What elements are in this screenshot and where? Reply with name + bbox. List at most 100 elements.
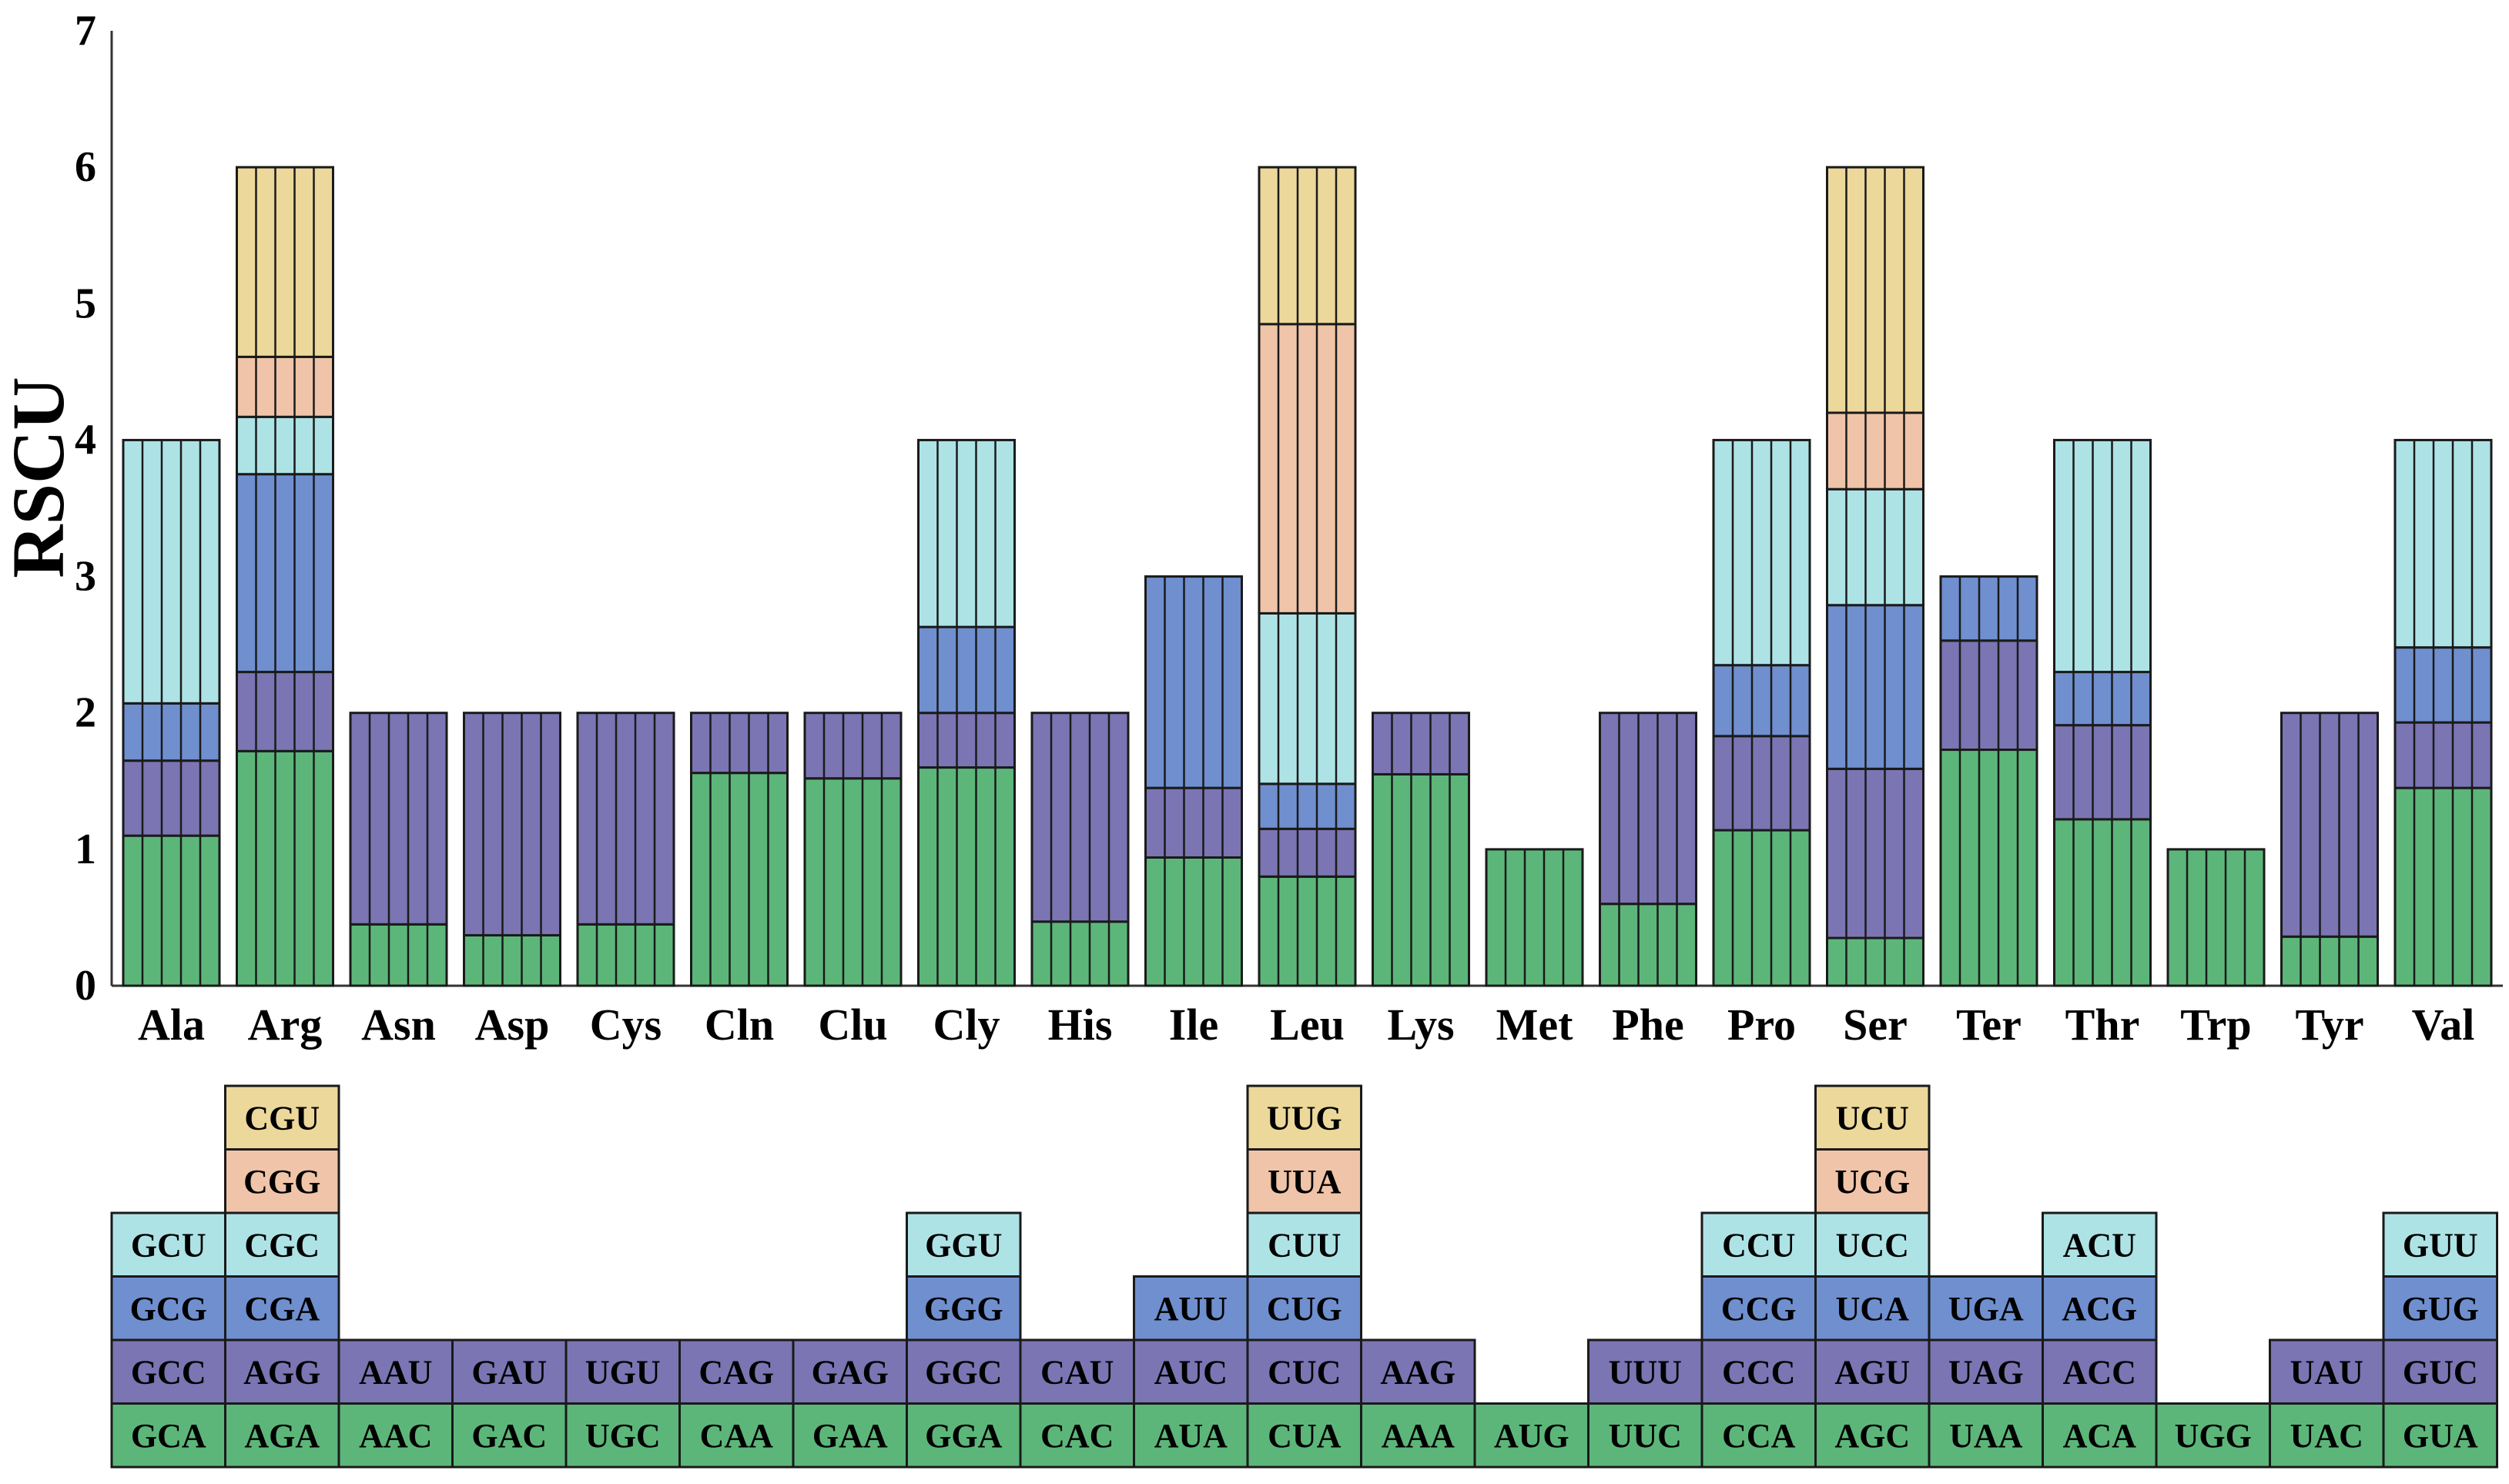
x-tick-label-his: His bbox=[1048, 1000, 1113, 1050]
codon-cell-box bbox=[1246, 1275, 1362, 1342]
codon-cell-label: ACC bbox=[2063, 1353, 2136, 1391]
codon-cell-label: CGU bbox=[244, 1099, 320, 1137]
bar-segment-cac bbox=[1030, 920, 1130, 987]
codon-cell-ugc: UGC bbox=[564, 1402, 681, 1469]
codon-cell-box bbox=[2155, 1402, 2271, 1469]
bar-segment-aau bbox=[349, 712, 448, 926]
codon-cell-label: GUG bbox=[2402, 1290, 2479, 1328]
bar-segment-gac bbox=[463, 933, 561, 987]
codon-cell-box bbox=[1019, 1402, 1135, 1469]
x-tick-label-clu: Clu bbox=[818, 1000, 887, 1050]
codon-cell-box bbox=[2382, 1211, 2498, 1278]
codon-cell-label: AAG bbox=[1380, 1353, 1455, 1391]
bar-cln bbox=[690, 712, 789, 987]
codon-cell-cug: CUG bbox=[1246, 1275, 1362, 1342]
codon-cell-gua: GUA bbox=[2382, 1402, 2498, 1469]
bar-ter bbox=[1939, 575, 2038, 987]
bar-segment-cgg bbox=[236, 355, 334, 418]
codon-cell-label: AUG bbox=[1494, 1417, 1569, 1455]
x-tick-label-met: Met bbox=[1496, 1000, 1573, 1050]
bar-segment-guc bbox=[2393, 721, 2493, 789]
codon-cell-label: UUG bbox=[1267, 1099, 1342, 1137]
codon-cell-gug: GUG bbox=[2382, 1275, 2498, 1342]
codon-cell-label: UGG bbox=[2175, 1417, 2252, 1455]
codon-cell-uga: UGA bbox=[1928, 1275, 2044, 1342]
codon-cell-box bbox=[1473, 1402, 1589, 1469]
codon-cell-label: CAG bbox=[698, 1353, 774, 1391]
codon-cell-box bbox=[224, 1084, 340, 1151]
codon-cell-box bbox=[1246, 1338, 1362, 1405]
bar-segment-cag bbox=[690, 712, 789, 775]
codon-cell-agu: AGU bbox=[1814, 1338, 1931, 1405]
codon-cell-gca: GCA bbox=[110, 1402, 226, 1469]
codon-cell-uca: UCA bbox=[1814, 1275, 1931, 1342]
codon-cell-aaa: AAA bbox=[1360, 1402, 1476, 1469]
y-tick-label: 7 bbox=[75, 7, 96, 55]
codon-cell-label: CUU bbox=[1268, 1226, 1341, 1264]
codon-cell-uac: UAC bbox=[2269, 1402, 2385, 1469]
codon-cell-ucg: UCG bbox=[1814, 1148, 1931, 1214]
codon-cell-label: UAA bbox=[1949, 1417, 2023, 1455]
codon-cell-box bbox=[2269, 1338, 2385, 1405]
codon-cell-gaa: GAA bbox=[792, 1402, 908, 1469]
codon-cell-caa: CAA bbox=[678, 1402, 795, 1469]
bar-segment-ccc bbox=[1712, 735, 1811, 832]
bar-segment-agc bbox=[1826, 936, 1924, 987]
codon-cell-label: ACG bbox=[2062, 1290, 2137, 1328]
codon-cell-acu: ACU bbox=[2042, 1211, 2158, 1278]
codon-cell-box bbox=[1814, 1211, 1931, 1278]
bar-cys bbox=[576, 712, 675, 987]
bar-cly bbox=[917, 438, 1016, 987]
codon-cell-label: GGA bbox=[925, 1417, 1002, 1455]
codon-cell-ccu: CCU bbox=[1700, 1211, 1817, 1278]
codon-cell-label: AGC bbox=[1834, 1417, 1910, 1455]
codon-cell-box bbox=[110, 1338, 226, 1405]
codon-cell-ucc: UCC bbox=[1814, 1211, 1931, 1278]
x-tick-label-ala: Ala bbox=[138, 1000, 205, 1050]
bar-segment-aag bbox=[1372, 712, 1470, 775]
codon-cell-ugg: UGG bbox=[2155, 1402, 2271, 1469]
codon-cell-box bbox=[2042, 1338, 2158, 1405]
bar-clu bbox=[803, 712, 903, 987]
bar-segment-uaa bbox=[1939, 749, 2038, 987]
codon-cell-gga: GGA bbox=[906, 1402, 1022, 1469]
x-tick-label-arg: Arg bbox=[248, 1000, 323, 1050]
codon-cell-cgg: CGG bbox=[224, 1148, 340, 1214]
codon-cell-label: UGC bbox=[585, 1417, 661, 1455]
codon-cell-box bbox=[906, 1275, 1022, 1342]
codon-cell-label: GAG bbox=[812, 1353, 889, 1391]
codon-cell-box bbox=[451, 1402, 568, 1469]
codon-cell-gcc: GCC bbox=[110, 1338, 226, 1405]
codon-cell-cau: CAU bbox=[1019, 1338, 1135, 1405]
codon-cell-label: CGG bbox=[243, 1163, 320, 1201]
bar-segment-gcc bbox=[122, 759, 221, 837]
codon-cell-box bbox=[2042, 1275, 2158, 1342]
bar-segment-aac bbox=[349, 923, 448, 987]
bar-segment-agu bbox=[1826, 767, 1924, 940]
codon-cell-label: CUC bbox=[1268, 1353, 1341, 1391]
codon-cell-box bbox=[1246, 1211, 1362, 1278]
bar-segment-ggc bbox=[917, 712, 1016, 769]
bar-segment-aca bbox=[2053, 818, 2152, 987]
bar-segment-acg bbox=[2053, 671, 2152, 727]
bar-segment-guu bbox=[2393, 438, 2493, 649]
codon-cell-box bbox=[224, 1211, 340, 1278]
bar-segment-ggg bbox=[917, 625, 1016, 715]
codon-cell-label: CCA bbox=[1722, 1417, 1796, 1455]
codon-cell-box bbox=[1246, 1084, 1362, 1151]
codon-cell-auc: AUC bbox=[1133, 1338, 1249, 1405]
bar-segment-gua bbox=[2393, 786, 2493, 987]
codon-cell-box bbox=[2382, 1402, 2498, 1469]
bar-segment-agg bbox=[236, 671, 334, 752]
bar-segment-acc bbox=[2053, 724, 2152, 821]
codon-cell-label: UCC bbox=[1836, 1226, 1909, 1264]
bar-segment-ugc bbox=[576, 923, 675, 987]
codon-cell-aac: AAC bbox=[337, 1402, 454, 1469]
bar-asn bbox=[349, 712, 448, 987]
x-tick-label-trp: Trp bbox=[2180, 1000, 2251, 1050]
bar-pro bbox=[1712, 438, 1811, 987]
x-tick-label-cln: Cln bbox=[705, 1000, 774, 1050]
bar-asp bbox=[463, 712, 561, 987]
codon-cell-box bbox=[2382, 1338, 2498, 1405]
codon-cell-label: AGU bbox=[1834, 1353, 1910, 1391]
